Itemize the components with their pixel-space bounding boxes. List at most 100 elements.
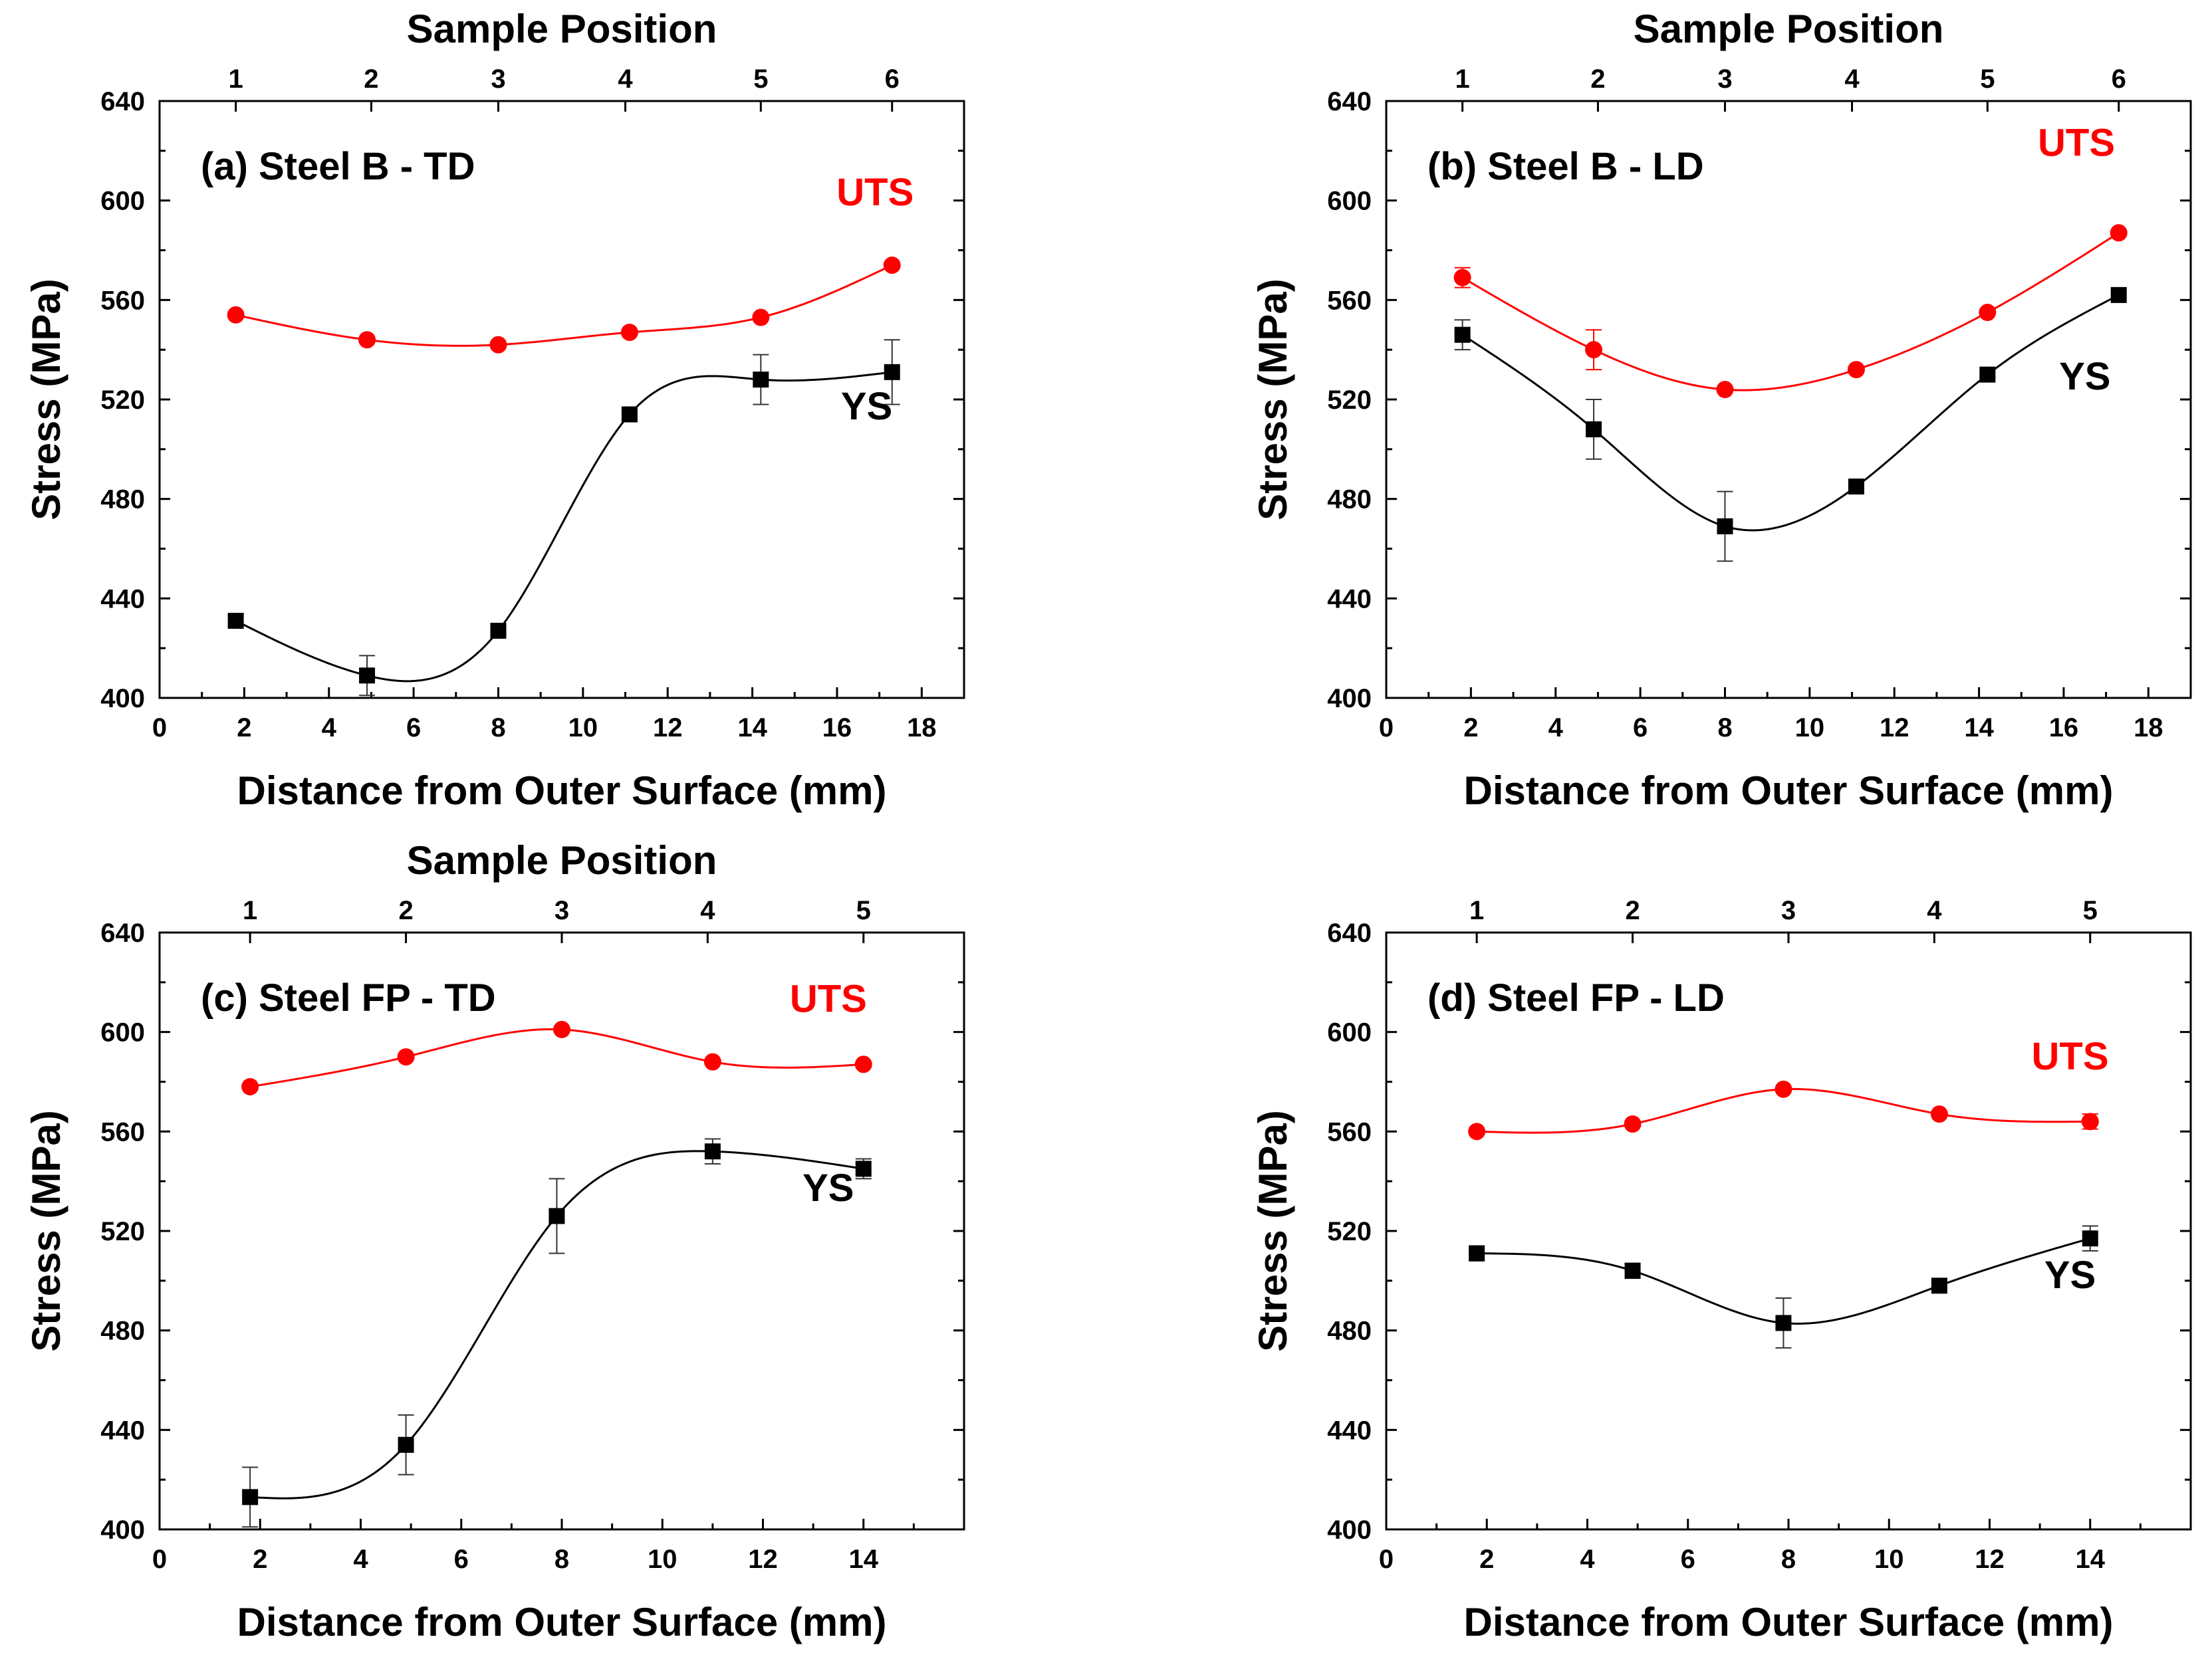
x-tick-label: 14	[1964, 713, 1994, 742]
top-tick-label: 5	[2083, 896, 2098, 925]
top-tick-label: 5	[856, 896, 871, 925]
uts-point	[2081, 1113, 2099, 1131]
top-tick-label: 3	[491, 64, 505, 94]
x-tick-label: 4	[1548, 713, 1564, 742]
x-tick-label: 2	[237, 713, 251, 742]
ys-point	[1624, 1262, 1641, 1279]
x-tick-label: 10	[568, 713, 598, 742]
y-tick-label: 520	[1327, 386, 1372, 415]
uts-point	[489, 336, 507, 354]
top-tick-label: 6	[2112, 64, 2126, 94]
ys-point	[753, 372, 769, 388]
top-axis-title: Sample Position	[407, 7, 717, 51]
top-tick-label: 1	[243, 896, 257, 925]
top-tick-label: 6	[885, 64, 900, 94]
x-tick-label: 16	[2049, 713, 2079, 742]
y-tick-label: 600	[100, 187, 145, 216]
uts-point	[883, 256, 901, 274]
top-tick-label: 4	[618, 64, 633, 94]
x-tick-label: 0	[152, 1545, 167, 1574]
series-line	[235, 371, 892, 683]
top-axis-title: Sample Position	[1634, 7, 1944, 51]
ys-point	[1469, 1245, 1485, 1262]
series-label-uts: UTS	[2038, 121, 2115, 164]
top-tick-label: 1	[1469, 896, 1484, 925]
series-line	[1461, 232, 2120, 391]
ys-point	[2082, 1230, 2098, 1247]
top-tick-label: 4	[700, 896, 715, 925]
ys-point	[549, 1208, 565, 1224]
panel-title: (b) Steel B - LD	[1427, 145, 1704, 188]
x-tick-label: 12	[748, 1545, 778, 1574]
uts-point	[1716, 381, 1734, 399]
y-tick-label: 640	[100, 87, 145, 116]
y-tick-label: 520	[100, 386, 145, 415]
uts-point	[620, 323, 638, 341]
y-tick-label: 440	[1327, 584, 1372, 613]
y-tick-label: 480	[100, 1317, 145, 1346]
x-tick-label: 2	[1463, 713, 1478, 742]
top-tick-label: 1	[1455, 64, 1470, 94]
panel-title: (d) Steel FP - LD	[1427, 976, 1725, 1020]
top-tick-label: 3	[1781, 896, 1796, 925]
y-tick-label: 480	[1327, 485, 1372, 514]
x-tick-label: 4	[322, 713, 337, 742]
top-axis-title: Sample Position	[407, 838, 717, 883]
uts-point	[1775, 1080, 1792, 1098]
series-label-ys: YS	[841, 385, 892, 428]
y-tick-label: 440	[1327, 1416, 1372, 1445]
x-tick-label: 0	[152, 713, 167, 742]
ys-point	[1454, 326, 1471, 343]
y-tick-label: 440	[100, 1416, 145, 1445]
uts-point	[553, 1020, 570, 1038]
uts-point	[2110, 224, 2128, 242]
y-axis-title: Stress (MPa)	[1251, 1110, 1295, 1351]
x-tick-label: 6	[454, 1545, 469, 1574]
uts-point	[854, 1055, 872, 1073]
ys-point	[1717, 518, 1733, 534]
uts-point	[241, 1077, 259, 1095]
panel-title: (c) Steel FP - TD	[201, 976, 496, 1020]
top-tick-label: 5	[753, 64, 768, 94]
series-label-ys: YS	[2044, 1254, 2096, 1297]
ys-point	[704, 1143, 721, 1160]
y-tick-label: 480	[100, 485, 145, 514]
ys-point	[1979, 366, 1996, 383]
x-tick-label: 14	[2076, 1545, 2106, 1574]
y-tick-label: 640	[1327, 919, 1372, 948]
series-ys: YS	[1454, 286, 2127, 562]
ys-point	[884, 364, 900, 380]
ys-point	[242, 1489, 259, 1505]
x-tick-label: 6	[406, 713, 421, 742]
ys-point	[490, 622, 507, 639]
y-tick-label: 560	[100, 286, 145, 315]
series-uts: UTS	[241, 978, 872, 1095]
x-tick-label: 14	[737, 713, 767, 742]
x-tick-label: 18	[907, 713, 937, 742]
top-tick-label: 2	[1625, 896, 1640, 925]
x-tick-label: 8	[554, 1545, 569, 1574]
top-tick-label: 1	[229, 64, 243, 94]
series-label-uts: UTS	[2032, 1035, 2109, 1078]
x-axis-title: Distance from Outer Surface (mm)	[237, 1600, 887, 1644]
ys-point	[1586, 421, 1602, 437]
uts-point	[1930, 1105, 1948, 1123]
x-tick-label: 8	[1781, 1545, 1796, 1574]
series-ys: YS	[1469, 1225, 2098, 1349]
x-tick-label: 18	[2134, 713, 2163, 742]
ys-point	[2110, 286, 2127, 303]
top-tick-label: 3	[1717, 64, 1732, 94]
series-line	[1461, 294, 2120, 532]
x-axis-title: Distance from Outer Surface (mm)	[1464, 768, 2114, 813]
y-tick-label: 600	[100, 1018, 145, 1048]
x-tick-label: 10	[648, 1545, 677, 1574]
series-label-ys: YS	[2059, 355, 2110, 398]
x-tick-label: 6	[1681, 1545, 1695, 1574]
series-uts: UTS	[1468, 1035, 2109, 1141]
